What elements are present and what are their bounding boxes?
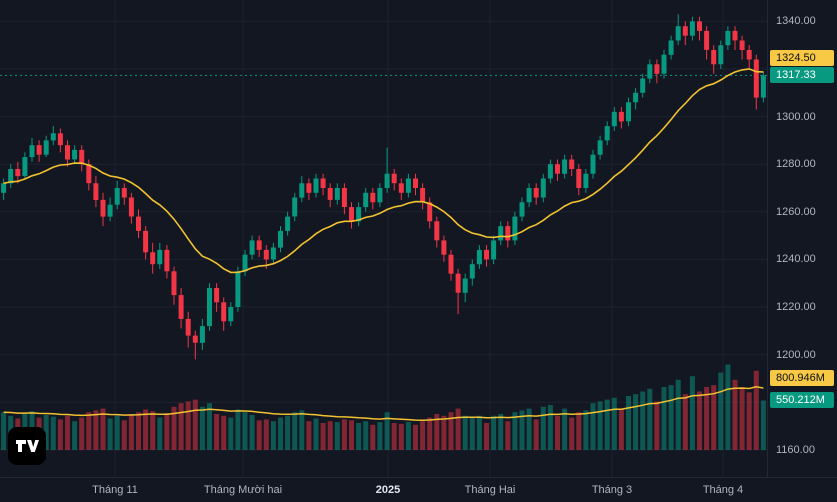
price-axis-label: 1160.00 bbox=[776, 443, 815, 456]
last-volume-badge: 550.212M bbox=[770, 392, 834, 409]
tradingview-logo-icon bbox=[16, 440, 39, 452]
price-axis[interactable]: 1340.00 1300.00 1280.00 1260.00 1240.00 … bbox=[767, 0, 837, 477]
price-axis-label: 1260.00 bbox=[776, 205, 816, 218]
time-axis-label: Tháng 3 bbox=[591, 484, 633, 496]
time-axis[interactable]: Tháng 11 Tháng Mười hai 2025 Tháng Hai T… bbox=[0, 477, 837, 502]
time-axis-label: Tháng Hai bbox=[464, 484, 516, 496]
time-axis-label: Tháng Mười hai bbox=[203, 484, 283, 496]
volume-ma-badge: 800.946M bbox=[770, 369, 834, 386]
price-axis-label: 1240.00 bbox=[776, 253, 816, 266]
time-axis-label: 2025 bbox=[375, 484, 401, 496]
price-axis-label: 1340.00 bbox=[776, 15, 816, 28]
price-axis-label: 1280.00 bbox=[776, 158, 816, 171]
last-price-badge: 1317.33 bbox=[770, 67, 834, 84]
candlestick-chart[interactable] bbox=[0, 0, 767, 477]
ma-price-badge: 1324.50 bbox=[770, 50, 834, 67]
time-axis-label: Tháng 4 bbox=[702, 484, 744, 496]
tradingview-logo[interactable] bbox=[8, 427, 46, 465]
price-axis-label: 1220.00 bbox=[776, 301, 816, 314]
price-axis-label: 1200.00 bbox=[776, 348, 816, 361]
price-axis-label: 1300.00 bbox=[776, 110, 816, 123]
time-axis-label: Tháng 11 bbox=[92, 484, 138, 496]
